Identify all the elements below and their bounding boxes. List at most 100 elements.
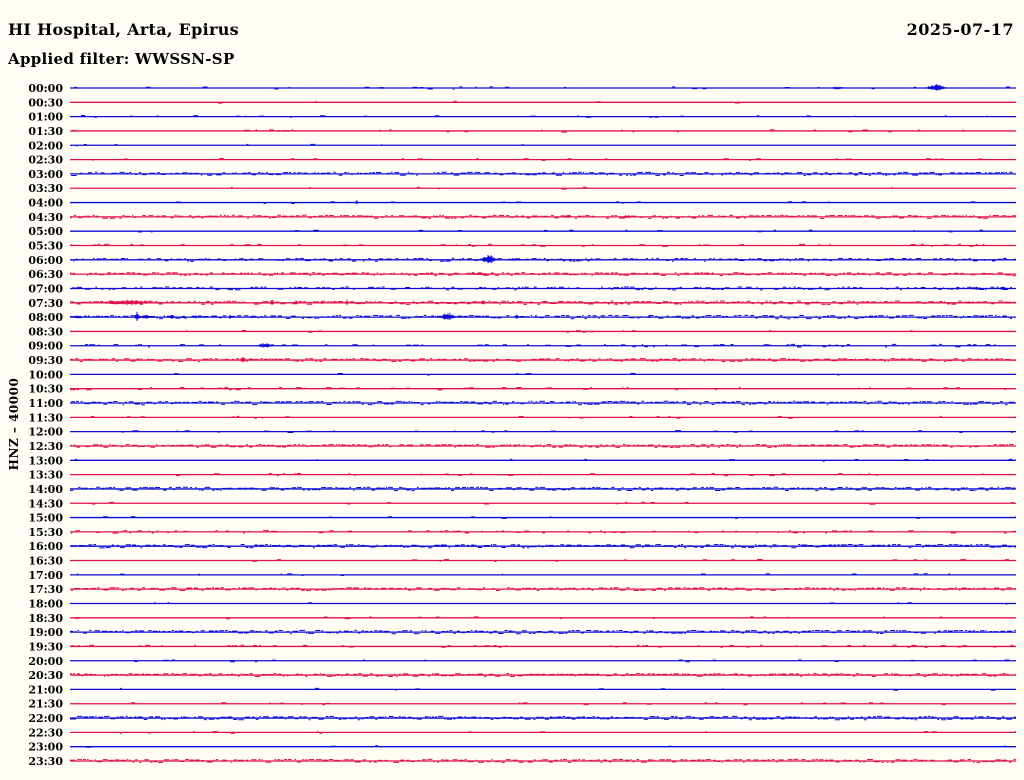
- trace-waveform: [71, 544, 1016, 549]
- time-label: 19:00: [28, 626, 63, 639]
- trace-row: 05:30: [28, 240, 1016, 253]
- trace-waveform: [70, 311, 1012, 321]
- trace-waveform: [73, 255, 1016, 264]
- time-label: 19:30: [28, 640, 63, 653]
- trace-row: 01:30: [28, 125, 1016, 138]
- time-label: 02:00: [28, 139, 63, 152]
- time-label: 00:00: [28, 82, 63, 95]
- time-label: 01:00: [28, 111, 63, 124]
- time-label: 12:30: [28, 440, 63, 453]
- time-label: 18:30: [28, 612, 63, 625]
- trace-waveform: [92, 158, 983, 161]
- trace-row: 19:00: [28, 626, 1016, 639]
- trace-row: 07:30: [28, 297, 1016, 310]
- trace-waveform: [74, 84, 1010, 91]
- trace-waveform: [70, 272, 1016, 277]
- trace-waveform: [186, 330, 913, 333]
- trace-waveform: [71, 400, 1015, 406]
- trace-row: 20:30: [28, 669, 1016, 682]
- trace-waveform: [76, 143, 524, 147]
- trace-row: 21:30: [28, 698, 1016, 711]
- time-label: 21:00: [28, 683, 63, 696]
- trace-row: 08:30: [28, 325, 1016, 338]
- trace-waveform: [70, 386, 1007, 391]
- trace-waveform: [131, 702, 946, 706]
- time-label: 22:00: [28, 712, 63, 725]
- trace-row: 17:00: [28, 569, 1016, 582]
- trace-row: 10:30: [28, 383, 1016, 396]
- trace-row: 22:00: [28, 712, 1016, 725]
- page-title: HI Hospital, Arta, Epirus: [8, 20, 239, 39]
- trace-row: 07:00: [28, 283, 1016, 296]
- trace-waveform: [138, 229, 983, 233]
- time-label: 03:30: [28, 182, 63, 195]
- trace-waveform: [120, 730, 1016, 734]
- trace-waveform: [70, 629, 1016, 635]
- trace-waveform: [120, 687, 996, 691]
- trace-waveform: [231, 186, 893, 190]
- trace-row: 13:30: [28, 469, 1016, 482]
- trace-row: 21:00: [28, 683, 1016, 696]
- trace-row: 03:00: [28, 168, 1016, 181]
- time-label: 05:30: [28, 240, 63, 253]
- time-label: 22:30: [28, 726, 63, 739]
- trace-waveform: [71, 171, 1013, 176]
- time-label: 13:00: [28, 454, 63, 467]
- trace-waveform: [154, 602, 1008, 605]
- time-label: 13:30: [28, 469, 63, 482]
- time-label: 17:00: [28, 569, 63, 582]
- trace-row: 19:30: [28, 640, 1016, 653]
- trace-waveform: [174, 372, 840, 376]
- time-label: 14:30: [28, 497, 63, 510]
- time-label: 07:30: [28, 297, 63, 310]
- trace-row: 18:00: [28, 598, 1016, 611]
- trace-waveform: [134, 659, 1010, 663]
- trace-row: 22:30: [28, 726, 1016, 739]
- trace-row: 23:30: [28, 755, 1016, 768]
- trace-waveform: [81, 115, 988, 118]
- time-label: 10:30: [28, 383, 63, 396]
- trace-waveform: [86, 745, 1006, 748]
- time-label: 11:30: [28, 411, 63, 424]
- time-label: 23:00: [28, 741, 63, 754]
- trace-row: 09:00: [28, 340, 1016, 353]
- trace-row: 08:00: [28, 311, 1016, 324]
- time-label: 16:30: [28, 555, 63, 568]
- trace-row: 04:00: [28, 197, 1016, 210]
- time-label: 20:00: [28, 655, 63, 668]
- time-label: 20:30: [28, 669, 63, 682]
- trace-waveform: [77, 573, 951, 576]
- trace-waveform: [70, 486, 1016, 492]
- time-label: 01:30: [28, 125, 63, 138]
- trace-waveform: [103, 516, 1016, 519]
- trace-row: 11:00: [28, 397, 1016, 410]
- trace-row: 06:30: [28, 268, 1016, 281]
- trace-row: 02:30: [28, 154, 1016, 167]
- trace-row: 15:30: [28, 526, 1016, 539]
- time-label: 02:30: [28, 154, 63, 167]
- record-date: 2025-07-17: [906, 20, 1014, 39]
- trace-waveform: [85, 343, 996, 348]
- trace-row: 17:30: [28, 583, 1016, 596]
- time-label: 09:30: [28, 354, 63, 367]
- time-label: 17:30: [28, 583, 63, 596]
- time-label: 09:00: [28, 340, 63, 353]
- trace-waveform: [91, 415, 1016, 419]
- time-label: 10:00: [28, 368, 63, 381]
- time-label: 08:30: [28, 325, 63, 338]
- trace-row: 01:00: [28, 111, 1016, 124]
- time-label: 05:00: [28, 225, 63, 238]
- trace-waveform: [218, 100, 741, 104]
- trace-row: 11:30: [28, 411, 1016, 424]
- time-label: 06:30: [28, 268, 63, 281]
- trace-row: 10:00: [28, 368, 1016, 381]
- trace-row: 16:30: [28, 555, 1016, 568]
- trace-row: 02:00: [28, 139, 1016, 152]
- time-label: 23:30: [28, 755, 63, 768]
- trace-row: 14:30: [28, 497, 1016, 510]
- trace-waveform: [176, 200, 976, 205]
- trace-waveform: [72, 286, 1012, 291]
- time-label: 15:00: [28, 512, 63, 525]
- trace-waveform: [122, 430, 1014, 433]
- trace-waveform: [252, 559, 1009, 562]
